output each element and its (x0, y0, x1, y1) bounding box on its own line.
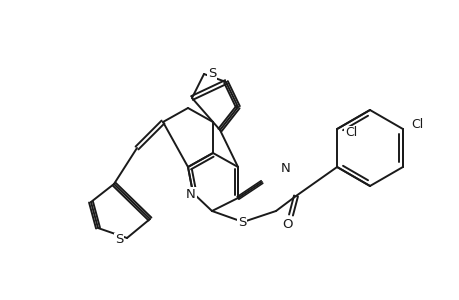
Text: N: N (186, 188, 196, 200)
Text: Cl: Cl (344, 127, 357, 140)
Text: O: O (282, 218, 293, 232)
Text: Cl: Cl (410, 118, 422, 131)
Text: N: N (280, 163, 290, 176)
Text: S: S (115, 233, 123, 247)
Text: S: S (207, 67, 216, 80)
Text: S: S (237, 217, 246, 230)
